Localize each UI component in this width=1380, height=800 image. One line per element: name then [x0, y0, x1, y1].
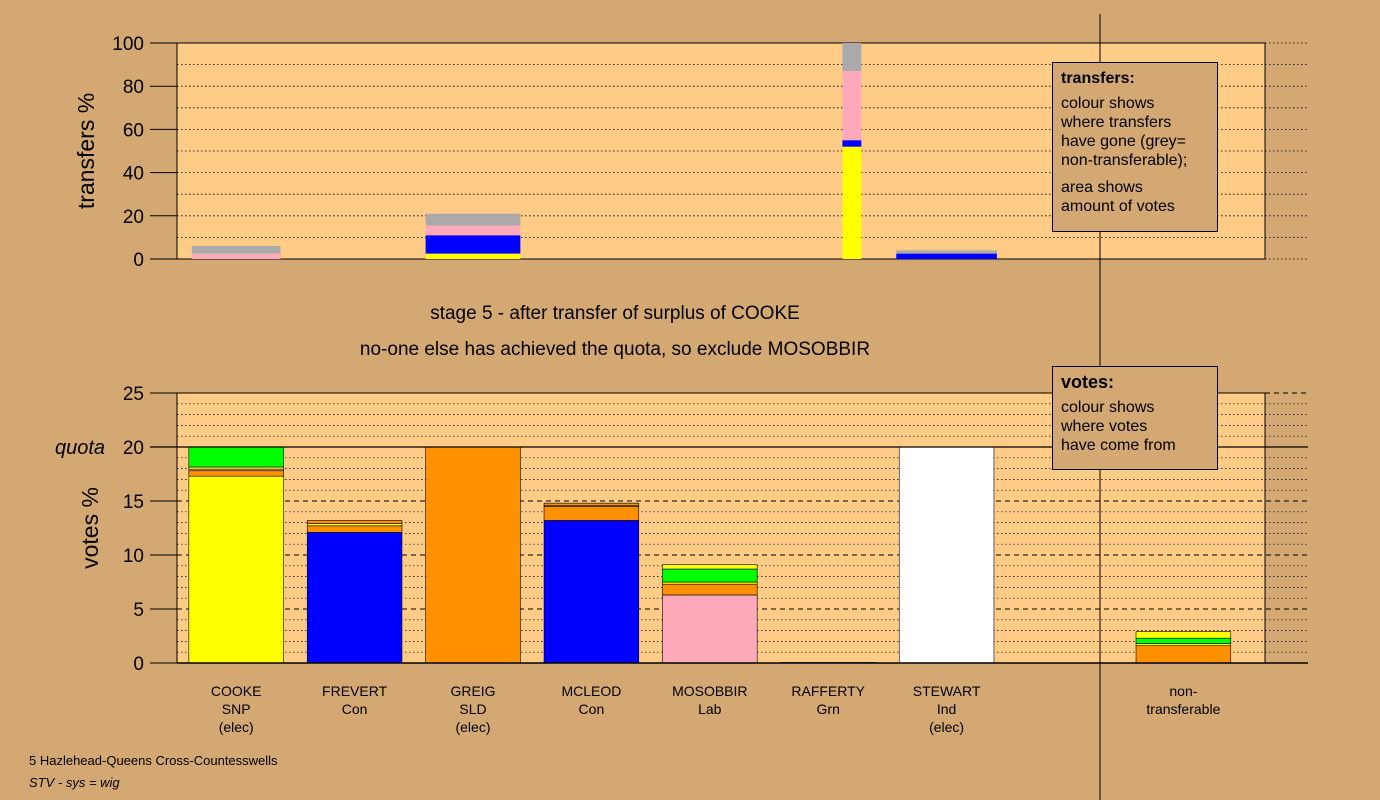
transfer-segment	[425, 225, 521, 236]
transfer-segment	[842, 146, 862, 259]
category-label: non-	[1169, 683, 1197, 699]
category-label: RAFFERTY	[791, 683, 865, 699]
category-label: SLD	[459, 701, 486, 717]
y-tick-label: 40	[123, 164, 144, 185]
vote-segment	[1135, 645, 1232, 664]
footer-ward: 5 Hazlehead-Queens Cross-Countesswells	[29, 753, 278, 768]
footer-system: STV - sys = wig	[29, 775, 120, 790]
transfers-legend-line: non-transferable);	[1061, 152, 1188, 169]
vote-segment	[662, 568, 758, 583]
y-tick-label: 0	[133, 654, 144, 675]
votes-legend-line: where votes	[1061, 418, 1148, 435]
transfer-segment	[191, 253, 281, 259]
category-label: Con	[579, 701, 605, 717]
transfer-segment	[896, 253, 997, 259]
y-axis-label: transfers %	[73, 93, 99, 209]
stage-line-2: no-one else has achieved the quota, so e…	[360, 339, 870, 360]
vote-segment	[543, 506, 640, 521]
transfer-segment	[191, 246, 281, 254]
transfer-segment	[425, 253, 521, 259]
vote-segment	[1135, 637, 1232, 644]
y-tick-label: 60	[123, 120, 144, 141]
vote-segment	[662, 594, 758, 664]
category-label: (elec)	[455, 719, 490, 735]
vote-segment	[543, 502, 640, 506]
transfer-segment	[842, 140, 862, 147]
y-tick-label: 15	[123, 492, 144, 513]
quota-label: quota	[55, 437, 105, 459]
y-tick-label: 100	[112, 34, 144, 55]
category-label: STEWART	[913, 683, 981, 699]
votes-legend-title: votes:	[1061, 372, 1115, 392]
category-label: transferable	[1146, 701, 1220, 717]
transfer-segment	[842, 43, 862, 72]
transfer-segment	[425, 235, 521, 254]
y-tick-label: 25	[123, 384, 144, 405]
category-label: Lab	[698, 701, 722, 717]
vote-segment	[543, 520, 640, 664]
y-axis-label: votes %	[77, 487, 103, 569]
category-label: MCLEOD	[561, 683, 621, 699]
category-label: (elec)	[929, 719, 964, 735]
stage-line-1: stage 5 - after transfer of surplus of C…	[430, 303, 800, 324]
transfer-segment	[896, 250, 997, 254]
vote-segment	[306, 523, 403, 527]
y-tick-label: 0	[133, 250, 144, 271]
category-label: COOKE	[211, 683, 262, 699]
category-label: FREVERT	[322, 683, 388, 699]
votes-legend: votes: colour shows where votes have com…	[1052, 366, 1218, 470]
vote-segment	[188, 466, 284, 470]
vote-segment	[662, 564, 758, 570]
vote-segment	[188, 446, 284, 468]
y-tick-label: 80	[123, 77, 144, 98]
category-label: Ind	[937, 701, 956, 717]
y-tick-label: 20	[123, 438, 144, 459]
vote-segment	[1135, 631, 1232, 639]
transfers-legend-line: where transfers	[1061, 114, 1172, 131]
transfers-legend-title: transfers:	[1061, 70, 1135, 87]
y-tick-label: 5	[133, 600, 144, 621]
votes-legend-line: have come from	[1061, 437, 1176, 454]
y-tick-label: 20	[123, 207, 144, 228]
category-label: MOSOBBIR	[672, 683, 747, 699]
vote-segment	[306, 520, 403, 524]
votes-legend-line: colour shows	[1061, 399, 1155, 416]
category-label: Grn	[817, 701, 840, 717]
vote-segment	[898, 446, 995, 664]
vote-segment	[1135, 643, 1232, 647]
transfer-segment	[425, 213, 521, 226]
transfers-legend-line: have gone (grey=	[1061, 133, 1186, 150]
vote-segment	[662, 583, 758, 596]
vote-segment	[188, 475, 284, 664]
category-label: SNP	[222, 701, 251, 717]
transfer-segment	[842, 71, 862, 141]
vote-segment	[188, 470, 284, 477]
vote-segment	[306, 532, 403, 664]
transfers-legend: transfers: colour shows where transfers …	[1052, 62, 1218, 232]
vote-segment	[662, 581, 758, 585]
transfers-legend-line: colour shows	[1061, 95, 1155, 112]
vote-segment	[306, 525, 403, 533]
transfers-legend-line: amount of votes	[1061, 198, 1175, 215]
category-label: GREIG	[450, 683, 495, 699]
y-tick-label: 10	[123, 546, 144, 567]
transfers-legend-line: area shows	[1061, 179, 1143, 196]
category-label: Con	[342, 701, 368, 717]
category-label: (elec)	[219, 719, 254, 735]
vote-segment	[425, 446, 521, 664]
